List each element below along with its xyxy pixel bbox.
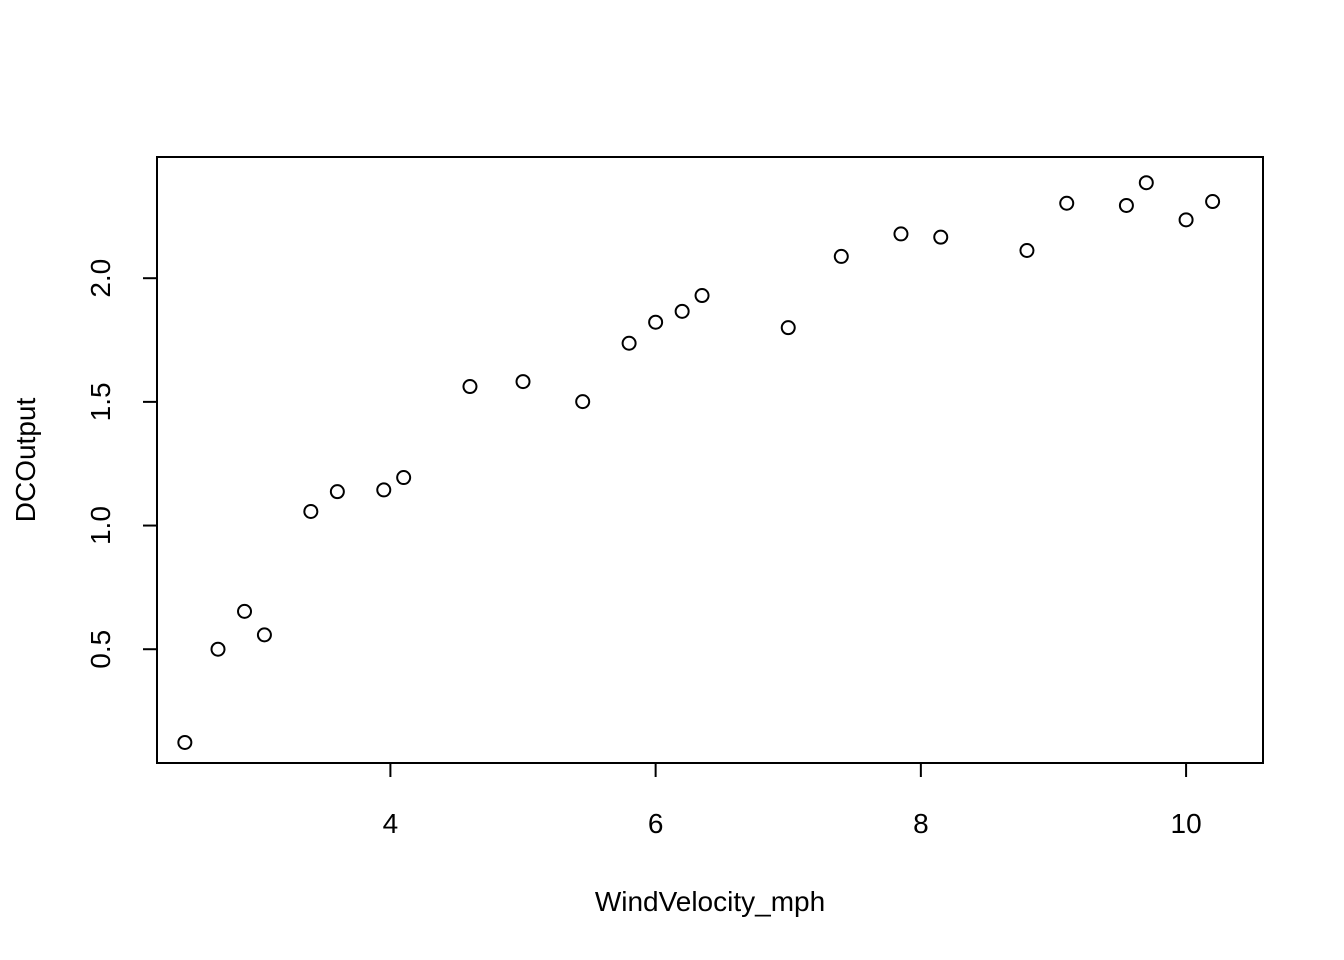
data-point <box>237 603 253 619</box>
data-point <box>648 314 664 330</box>
y-tick-label: 0.5 <box>85 630 116 669</box>
data-point <box>1118 197 1134 213</box>
data-point <box>833 248 849 264</box>
x-tick-label: 4 <box>383 808 399 839</box>
x-tick-label: 6 <box>648 808 664 839</box>
y-axis: 0.5 1.0 1.5 2.0 <box>85 259 158 669</box>
data-point <box>893 226 909 242</box>
data-point <box>674 303 690 319</box>
data-point <box>621 335 637 351</box>
data-point <box>694 288 710 304</box>
data-point <box>177 734 193 750</box>
y-axis-label: DCOutput <box>10 398 41 523</box>
data-point <box>1205 194 1221 210</box>
data-point <box>1138 175 1154 191</box>
y-tick-label: 2.0 <box>85 259 116 298</box>
x-tick-label: 10 <box>1171 808 1202 839</box>
data-points <box>177 175 1221 750</box>
data-point <box>1019 242 1035 258</box>
x-tick-label: 8 <box>913 808 929 839</box>
data-point <box>780 320 796 336</box>
y-tick-label: 1.0 <box>85 506 116 545</box>
data-point <box>376 482 392 498</box>
data-point <box>462 379 478 395</box>
y-tick-label: 1.5 <box>85 382 116 421</box>
x-axis-label: WindVelocity_mph <box>595 886 825 917</box>
data-point <box>515 374 531 390</box>
data-point <box>933 229 949 245</box>
data-point <box>1059 195 1075 211</box>
data-point <box>575 394 591 410</box>
data-point <box>210 641 226 657</box>
x-axis: 4 6 8 10 <box>383 762 1202 839</box>
plot-frame <box>156 156 1264 764</box>
data-point <box>329 484 345 500</box>
data-point <box>1178 212 1194 228</box>
data-point <box>303 503 319 519</box>
data-point <box>256 627 272 643</box>
data-point <box>396 470 412 486</box>
